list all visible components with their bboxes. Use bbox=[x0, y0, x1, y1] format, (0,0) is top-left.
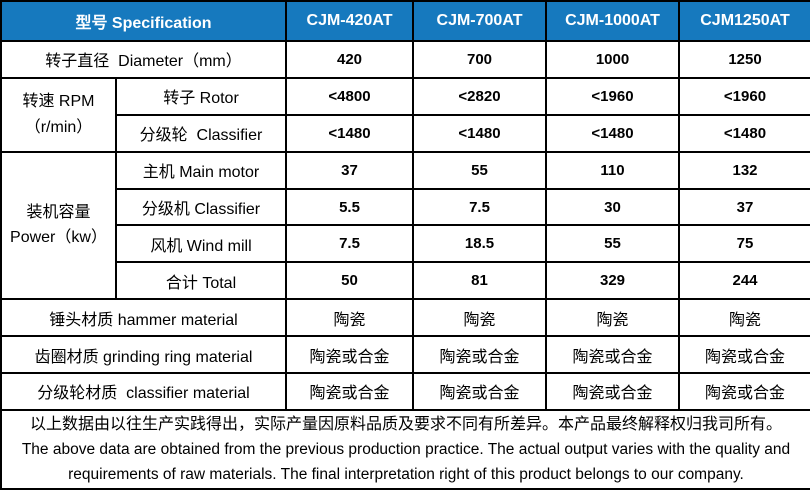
grinding-ring-material-value: 陶瓷或合金 bbox=[285, 335, 414, 375]
main-motor-value: 110 bbox=[545, 150, 680, 190]
diameter-value: 1250 bbox=[678, 40, 810, 79]
classifier-material-value: 陶瓷或合金 bbox=[545, 372, 680, 411]
hammer-material-value: 陶瓷 bbox=[285, 298, 414, 338]
rotor-rpm-value: <1960 bbox=[678, 76, 810, 116]
classifier-power-value: 30 bbox=[545, 187, 680, 227]
hammer-material-value: 陶瓷 bbox=[412, 298, 547, 338]
rotor-label: 转子 Rotor bbox=[115, 76, 287, 116]
disclaimer-chinese: 以上数据由以往生产实践得出，实际产量因原料品质及要求不同有所差异。本产品最终解释… bbox=[29, 415, 782, 433]
classifier-material-value: 陶瓷或合金 bbox=[285, 372, 414, 411]
footer-row: 以上数据由以往生产实践得出，实际产量因原料品质及要求不同有所差异。本产品最终解释… bbox=[0, 408, 810, 490]
wind-mill-value: 55 bbox=[545, 224, 680, 264]
diameter-value: 420 bbox=[285, 40, 414, 79]
rpm-group-label: 转速 RPM （r/min） bbox=[0, 76, 117, 153]
wind-mill-value: 75 bbox=[678, 224, 810, 264]
classifier-rpm-value: <1480 bbox=[412, 113, 547, 153]
classifier-material-value: 陶瓷或合金 bbox=[678, 372, 810, 411]
classifier-power-label: 分级机 Classifier bbox=[115, 187, 287, 227]
spec-header-cell: 型号 Specification bbox=[0, 0, 287, 42]
grinding-ring-material-label: 齿圈材质 grinding ring material bbox=[0, 335, 287, 375]
disclaimer-note: 以上数据由以往生产实践得出，实际产量因原料品质及要求不同有所差异。本产品最终解释… bbox=[0, 408, 810, 490]
classifier-material-label: 分级轮材质 classifier material bbox=[0, 372, 287, 411]
model-header-cjm1250at: CJM1250AT bbox=[678, 0, 810, 42]
rotor-rpm-value: <1960 bbox=[545, 76, 680, 116]
classifier-power-value: 37 bbox=[678, 187, 810, 227]
diameter-value: 1000 bbox=[545, 40, 680, 79]
hammer-material-row: 锤头材质 hammer material 陶瓷 陶瓷 陶瓷 陶瓷 bbox=[0, 298, 810, 338]
main-motor-value: 37 bbox=[285, 150, 414, 190]
wind-mill-value: 7.5 bbox=[285, 224, 414, 264]
wind-mill-label: 风机 Wind mill bbox=[115, 224, 287, 264]
disclaimer-english-line1: The above data are obtained from the pre… bbox=[21, 440, 791, 458]
disclaimer-english-line2: requirements of raw materials. The final… bbox=[68, 465, 744, 483]
header-row: 型号 Specification CJM-420AT CJM-700AT CJM… bbox=[0, 0, 810, 42]
classifier-power-value: 7.5 bbox=[412, 187, 547, 227]
total-label: 合计 Total bbox=[115, 261, 287, 301]
diameter-row: 转子直径 Diameter（mm） 420 700 1000 1250 bbox=[0, 40, 810, 79]
power-wind-mill-row: 风机 Wind mill 7.5 18.5 55 75 bbox=[1, 224, 810, 264]
classifier-rpm-value: <1480 bbox=[678, 113, 810, 153]
classifier-rpm-value: <1480 bbox=[285, 113, 414, 153]
diameter-value: 700 bbox=[412, 40, 547, 79]
power-group-label-line2: Power（kw） bbox=[10, 229, 107, 247]
main-motor-label: 主机 Main motor bbox=[115, 150, 287, 190]
main-motor-value: 132 bbox=[678, 150, 810, 190]
grinding-ring-material-value: 陶瓷或合金 bbox=[412, 335, 547, 375]
classifier-power-value: 5.5 bbox=[285, 187, 414, 227]
power-total-row: 合计 Total 50 81 329 244 bbox=[1, 261, 810, 301]
power-group-label: 装机容量 Power（kw） bbox=[0, 150, 117, 301]
total-value: 81 bbox=[412, 261, 547, 301]
total-value: 329 bbox=[545, 261, 680, 301]
total-value: 244 bbox=[678, 261, 810, 301]
wind-mill-value: 18.5 bbox=[412, 224, 547, 264]
classifier-rpm-value: <1480 bbox=[545, 113, 680, 153]
total-value: 50 bbox=[285, 261, 414, 301]
model-header-cjm1000at: CJM-1000AT bbox=[545, 0, 680, 42]
power-group-label-line1: 装机容量 bbox=[26, 203, 91, 221]
rpm-rotor-row: 转速 RPM （r/min） 转子 Rotor <4800 <2820 <196… bbox=[0, 76, 810, 153]
grinding-ring-material-value: 陶瓷或合金 bbox=[545, 335, 680, 375]
rpm-group-label-line1: 转速 RPM bbox=[22, 93, 95, 111]
model-header-cjm700at: CJM-700AT bbox=[412, 0, 547, 42]
main-motor-value: 55 bbox=[412, 150, 547, 190]
rotor-rpm-value: <4800 bbox=[285, 76, 414, 116]
hammer-material-value: 陶瓷 bbox=[678, 298, 810, 338]
power-main-motor-row: 装机容量 Power（kw） 主机 Main motor 37 55 110 1… bbox=[0, 150, 810, 301]
rpm-group-label-line2: （r/min） bbox=[24, 118, 93, 136]
model-header-cjm420at: CJM-420AT bbox=[285, 0, 414, 42]
hammer-material-value: 陶瓷 bbox=[545, 298, 680, 338]
grinding-ring-material-value: 陶瓷或合金 bbox=[678, 335, 810, 375]
classifier-material-row: 分级轮材质 classifier material 陶瓷或合金 陶瓷或合金 陶瓷… bbox=[0, 372, 810, 411]
hammer-material-label: 锤头材质 hammer material bbox=[0, 298, 287, 338]
power-classifier-row: 分级机 Classifier 5.5 7.5 30 37 bbox=[1, 187, 810, 227]
rotor-rpm-value: <2820 bbox=[412, 76, 547, 116]
classifier-rpm-label: 分级轮 Classifier bbox=[115, 113, 287, 153]
grinding-ring-material-row: 齿圈材质 grinding ring material 陶瓷或合金 陶瓷或合金 … bbox=[0, 335, 810, 375]
classifier-material-value: 陶瓷或合金 bbox=[412, 372, 547, 411]
rpm-classifier-row: 分级轮 Classifier <1480 <1480 <1480 <1480 bbox=[1, 113, 810, 153]
diameter-label: 转子直径 Diameter（mm） bbox=[0, 40, 287, 79]
